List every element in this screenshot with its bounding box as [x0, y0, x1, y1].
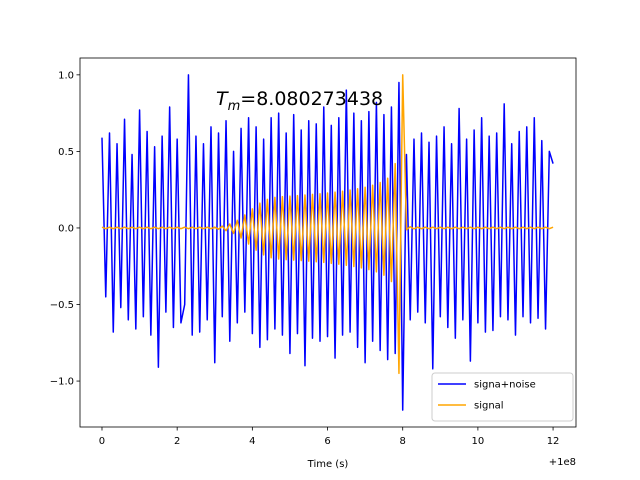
- y-tick-label: 0.5: [58, 147, 74, 158]
- y-tick-label: 1.0: [58, 70, 74, 81]
- axes-frame: [79, 57, 577, 428]
- legend-label: signal: [474, 401, 504, 412]
- annotation-subscript: m: [228, 99, 241, 114]
- x-tick-label: 4: [249, 436, 255, 447]
- y-tick-label: 0.0: [58, 223, 74, 234]
- series-line: [101, 74, 554, 411]
- x-tick-label: 10: [472, 436, 485, 447]
- x-tick-label: 8: [400, 436, 406, 447]
- plot-area: [101, 74, 554, 411]
- annotation-symbol: T: [216, 88, 229, 110]
- annotation: Tm=8.080273438: [216, 88, 383, 114]
- x-offset-label: +1e8: [549, 457, 576, 468]
- series-line: [101, 74, 554, 375]
- x-tick-label: 2: [174, 436, 180, 447]
- legend: signa+noise signal: [431, 372, 574, 422]
- y-tick-label: −0.5: [50, 300, 74, 311]
- x-axis-label: Time (s): [307, 459, 349, 470]
- y-tick-label: −1.0: [50, 377, 74, 388]
- legend-box: [431, 372, 574, 422]
- legend-label: signa+noise: [474, 380, 536, 391]
- annotation-text: =8.080273438: [240, 88, 383, 110]
- x-tick-label: 6: [324, 436, 330, 447]
- x-tick-label: 0: [99, 436, 105, 447]
- x-tick-label: 12: [547, 436, 560, 447]
